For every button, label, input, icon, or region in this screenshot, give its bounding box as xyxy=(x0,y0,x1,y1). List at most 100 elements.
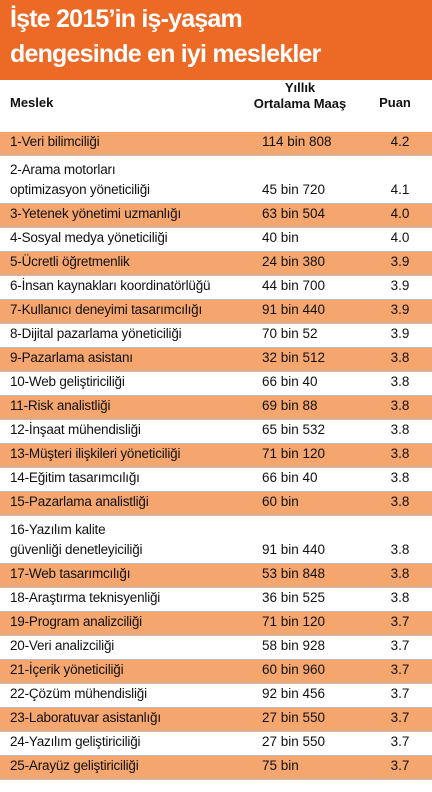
table-row: 15-Pazarlama analistliği 60 bin 3.8 xyxy=(0,492,432,516)
annual-salary: 66 bin 40 xyxy=(262,374,318,389)
job-title-line: 3-Yetenek yönetimi uzmanlığı xyxy=(10,206,182,221)
job-title-line: 21-İçerik yöneticiliği xyxy=(10,662,124,677)
score: 4.1 xyxy=(390,182,410,197)
job-title: 10-Web geliştiriciliği xyxy=(10,372,125,392)
job-title: 1-Veri bilimciliği xyxy=(10,132,100,152)
job-title: 21-İçerik yöneticiliği xyxy=(10,660,124,680)
annual-salary: 44 bin 700 xyxy=(262,278,326,293)
job-title-line: 1-Veri bilimciliği xyxy=(10,134,100,149)
header-meslek: Meslek xyxy=(10,95,54,110)
job-title: 13-Müşteri ilişkileri yöneticiliği xyxy=(10,444,180,464)
table-row: 14-Eğitim tasarımcılığı 66 bin 40 3.8 xyxy=(0,468,432,492)
job-title: 23-Laboratuvar asistanlığı xyxy=(10,708,161,728)
table-row: 9-Pazarlama asistanı 32 bin 512 3.8 xyxy=(0,348,432,372)
job-title: 20-Veri analizciliği xyxy=(10,636,114,656)
header-puan: Puan xyxy=(379,95,411,110)
job-title: 3-Yetenek yönetimi uzmanlığı xyxy=(10,204,181,224)
table-row: 6-İnsan kaynakları koordinatörlüğü 44 bin… xyxy=(0,276,432,300)
score: 4.0 xyxy=(390,206,410,221)
table-row: 16-Yazılım kalite güvenliği denetleyicili… xyxy=(0,516,432,564)
table-row: 7-Kullanıcı deneyimi tasarımcılığı 91 bin… xyxy=(0,300,432,324)
job-title: 14-Eğitim tasarımcılığı xyxy=(10,468,140,488)
score: 3.8 xyxy=(390,422,410,437)
score: 3.8 xyxy=(390,494,410,509)
score: 4.0 xyxy=(390,230,410,245)
table-row: 21-İçerik yöneticiliği 60 bin 960 3.7 xyxy=(0,660,432,684)
job-title: 24-Yazılım geliştiriciliği xyxy=(10,732,141,752)
table-row: 13-Müşteri ilişkileri yöneticiliği 71 bin… xyxy=(0,444,432,468)
table-header: Meslek Yıllık Ortalama Maaş Puan xyxy=(0,80,432,132)
score: 3.8 xyxy=(390,374,410,389)
job-title: 8-Dijital pazarlama yöneticiliği xyxy=(10,324,182,344)
job-title-line: 4-Sosyal medya yöneticiliği xyxy=(10,230,168,245)
job-title-line: güvenliği denetleyiciliği xyxy=(10,542,143,557)
job-title-line: 10-Web geliştiriciliği xyxy=(10,374,125,389)
job-title-line: 19-Program analizciliği xyxy=(10,614,142,629)
table-row: 23-Laboratuvar asistanlığı 27 bin 550 3.7 xyxy=(0,708,432,732)
score: 3.8 xyxy=(390,446,410,461)
table-row: 18-Araştırma teknisyenliği 36 bin 525 3.8 xyxy=(0,588,432,612)
job-title-line: 17-Web tasarımcılığı xyxy=(10,566,131,581)
job-title: 15-Pazarlama analistliği xyxy=(10,492,149,512)
job-title-line: 11-Risk analistliği xyxy=(10,398,111,413)
title-line-1: İşte 2015’in iş-yaşam xyxy=(10,5,243,33)
job-title: 16-Yazılım kalite güvenliği denetleyicili… xyxy=(10,520,143,560)
job-title: 11-Risk analistliği xyxy=(10,396,110,416)
job-title-line: 7-Kullanıcı deneyimi tasarımcılığı xyxy=(10,302,203,317)
job-title: 25-Arayüz geliştiriciliği xyxy=(10,756,139,776)
job-title-line: optimizasyon yöneticiliği xyxy=(10,182,150,197)
score: 4.2 xyxy=(390,134,410,149)
job-title-line: 9-Pazarlama asistanı xyxy=(10,350,133,365)
annual-salary: 91 bin 440 xyxy=(262,542,326,557)
score: 3.7 xyxy=(390,638,410,653)
annual-salary: 63 bin 504 xyxy=(262,206,326,221)
table-body: 1-Veri bilimciliği 114 bin 808 4.2 2-Arama … xyxy=(0,132,432,780)
score: 3.8 xyxy=(390,590,410,605)
job-title-line: 15-Pazarlama analistliği xyxy=(10,494,149,509)
job-title: 7-Kullanıcı deneyimi tasarımcılığı xyxy=(10,300,202,320)
table-row: 4-Sosyal medya yöneticiliği 40 bin 4.0 xyxy=(0,228,432,252)
job-title: 22-Çözüm mühendisliği xyxy=(10,684,147,704)
job-title-line: 18-Araştırma teknisyenliği xyxy=(10,590,161,605)
score: 3.7 xyxy=(390,686,410,701)
annual-salary: 71 bin 120 xyxy=(262,446,326,461)
score: 3.8 xyxy=(390,470,410,485)
score: 3.7 xyxy=(390,662,410,677)
annual-salary: 91 bin 440 xyxy=(262,302,326,317)
job-title: 4-Sosyal medya yöneticiliği xyxy=(10,228,168,248)
annual-salary: 53 bin 848 xyxy=(262,566,326,581)
annual-salary: 66 bin 40 xyxy=(262,470,318,485)
table-row: 24-Yazılım geliştiriciliği 27 bin 550 3.7 xyxy=(0,732,432,756)
score: 3.8 xyxy=(390,350,410,365)
title-line-2: dengesinde en iyi meslekler xyxy=(10,40,321,68)
score: 3.9 xyxy=(390,326,410,341)
table-row: 5-Ücretli öğretmenlik 24 bin 380 3.9 xyxy=(0,252,432,276)
job-title-line: 20-Veri analizciliği xyxy=(10,638,115,653)
table-row: 10-Web geliştiriciliği 66 bin 40 3.8 xyxy=(0,372,432,396)
annual-salary: 27 bin 550 xyxy=(262,710,326,725)
annual-salary: 75 bin xyxy=(262,758,299,773)
score: 3.7 xyxy=(390,758,410,773)
annual-salary: 40 bin xyxy=(262,230,299,245)
score: 3.9 xyxy=(390,278,410,293)
score: 3.9 xyxy=(390,254,410,269)
job-title: 12-İnşaat mühendisliği xyxy=(10,420,141,440)
table-row: 8-Dijital pazarlama yöneticiliği 70 bin 5… xyxy=(0,324,432,348)
header-maas-line-1: Yıllık xyxy=(284,80,316,95)
table-row: 17-Web tasarımcılığı 53 bin 848 3.8 xyxy=(0,564,432,588)
annual-salary: 58 bin 928 xyxy=(262,638,326,653)
score: 3.8 xyxy=(390,566,410,581)
job-title-line: 14-Eğitim tasarımcılığı xyxy=(10,470,140,485)
job-title-line: 22-Çözüm mühendisliği xyxy=(10,686,147,701)
job-title: 6-İnsan kaynakları koordinatörlüğü xyxy=(10,276,211,296)
annual-salary: 60 bin 960 xyxy=(262,662,326,677)
job-title: 18-Araştırma teknisyenliği xyxy=(10,588,160,608)
job-title-line: 23-Laboratuvar asistanlığı xyxy=(10,710,161,725)
job-title: 19-Program analizciliği xyxy=(10,612,142,632)
annual-salary: 114 bin 808 xyxy=(262,134,332,149)
header-maas-line-2: Ortalama Maaş xyxy=(253,96,347,111)
job-title: 9-Pazarlama asistanı xyxy=(10,348,133,368)
table-row: 12-İnşaat mühendisliği 65 bin 532 3.8 xyxy=(0,420,432,444)
job-title-line: 12-İnşaat mühendisliği xyxy=(10,422,141,437)
